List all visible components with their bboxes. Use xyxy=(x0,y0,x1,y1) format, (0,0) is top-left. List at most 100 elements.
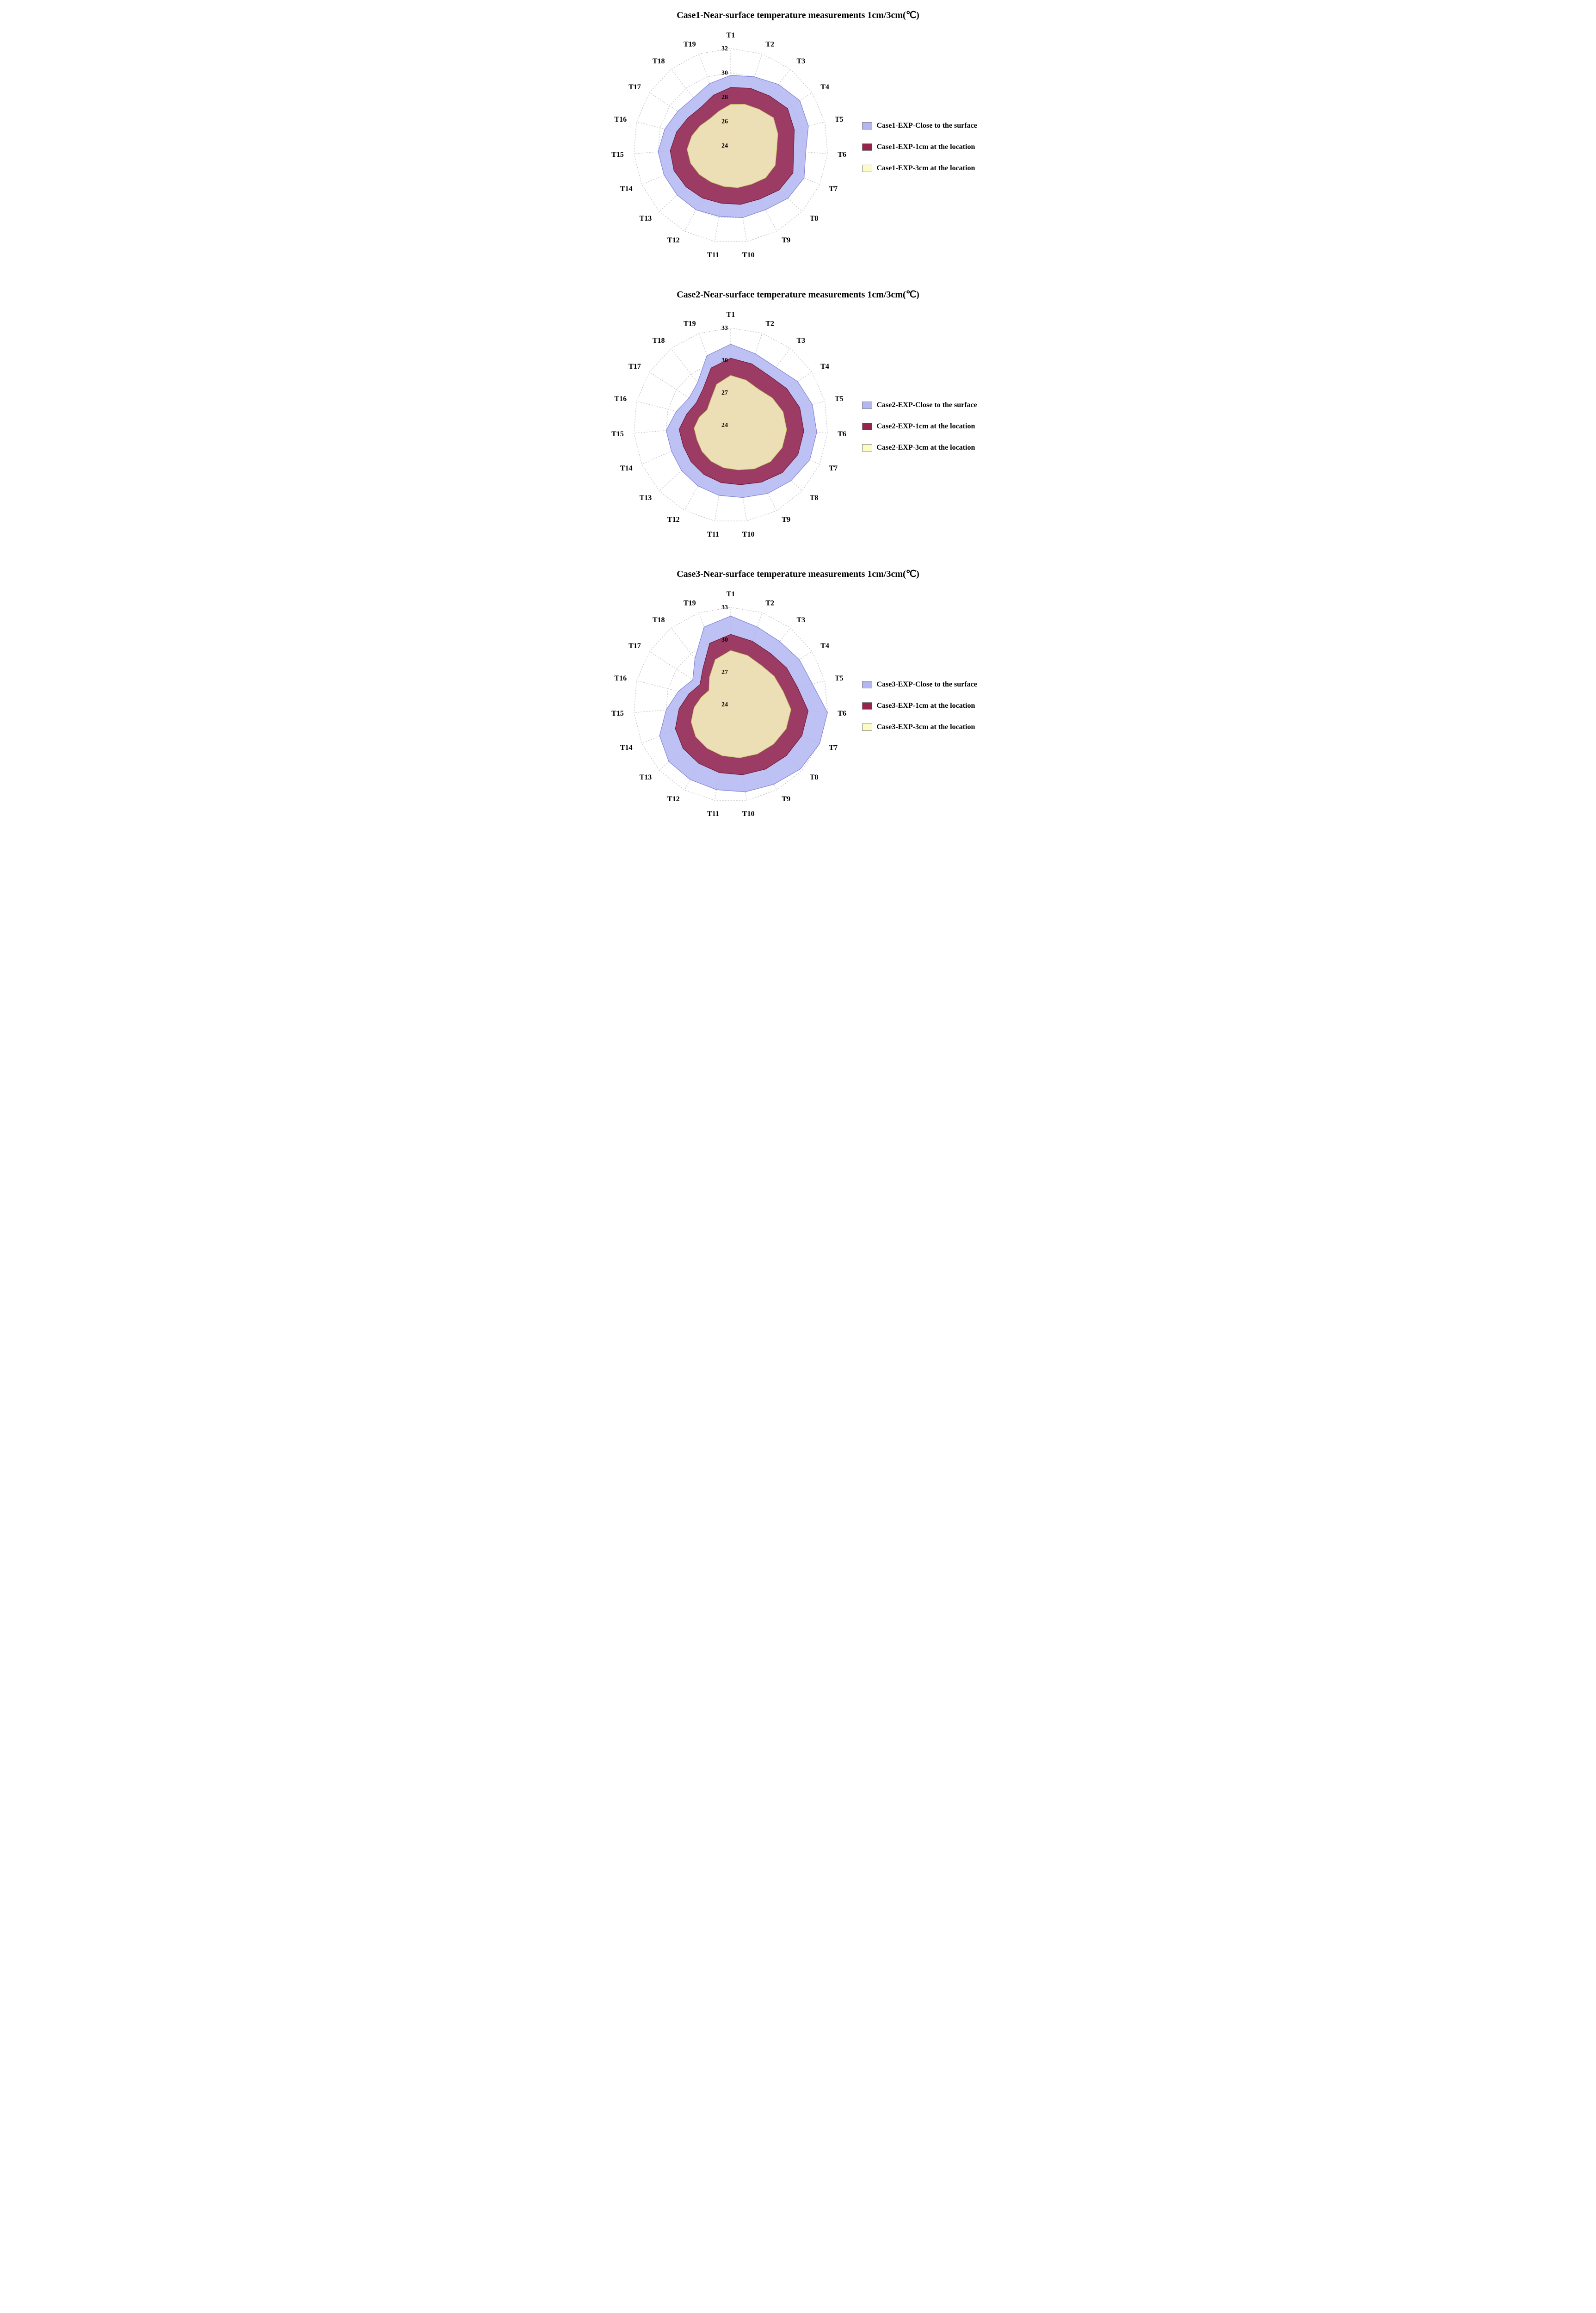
chart-block-case1: Case1-Near-surface temperature measureme… xyxy=(609,9,988,270)
legend: Case2-EXP-Close to the surface Case2-EXP-… xyxy=(862,395,977,458)
legend-label: Case2-EXP-3cm at the location xyxy=(877,444,975,452)
svg-text:T6: T6 xyxy=(838,710,846,717)
svg-text:T9: T9 xyxy=(782,795,790,803)
svg-text:24: 24 xyxy=(721,142,728,149)
svg-text:T15: T15 xyxy=(611,710,624,717)
svg-text:T15: T15 xyxy=(611,151,624,159)
chart-row: 24273033T1T2T3T4T5T6T7T8T9T10T11T12T13T1… xyxy=(609,303,988,550)
legend-item-close: Case3-EXP-Close to the surface xyxy=(862,680,977,689)
svg-text:T10: T10 xyxy=(742,251,754,259)
svg-text:T18: T18 xyxy=(652,337,665,345)
svg-text:T8: T8 xyxy=(809,773,818,781)
svg-text:T3: T3 xyxy=(796,337,805,345)
legend-swatch xyxy=(862,402,872,409)
legend-item-1cm: Case2-EXP-1cm at the location xyxy=(862,422,977,431)
svg-text:T4: T4 xyxy=(820,83,829,91)
svg-text:T7: T7 xyxy=(829,185,838,193)
legend-swatch xyxy=(862,165,872,172)
legend-swatch xyxy=(862,681,872,688)
svg-text:T16: T16 xyxy=(614,674,627,682)
svg-text:T10: T10 xyxy=(742,531,754,538)
svg-text:T1: T1 xyxy=(726,31,735,39)
radar-chart: 24 27 30 33 T1 T2 T3 T4 T5 T6 T7 T8 T9 T10 T11 T12 T13 T1… xyxy=(609,582,853,829)
svg-text:27: 27 xyxy=(721,669,728,676)
svg-text:T5: T5 xyxy=(834,395,843,403)
svg-text:T3: T3 xyxy=(796,616,805,624)
svg-text:T10: T10 xyxy=(742,810,754,818)
radar-chart: 2426283032T1T2T3T4T5T6T7T8T9T10T11T12T13… xyxy=(609,24,853,270)
legend-label: Case1-EXP-Close to the surface xyxy=(877,122,977,130)
legend-label: Case1-EXP-3cm at the location xyxy=(877,164,975,173)
svg-text:T16: T16 xyxy=(614,395,627,403)
svg-text:33: 33 xyxy=(721,604,728,611)
svg-text:T1: T1 xyxy=(726,311,735,319)
svg-text:T12: T12 xyxy=(667,236,679,244)
legend-item-1cm: Case3-EXP-1cm at the location xyxy=(862,702,977,710)
legend-item-close: Case1-EXP-Close to the surface xyxy=(862,122,977,130)
svg-text:24: 24 xyxy=(721,422,728,429)
svg-text:T13: T13 xyxy=(639,494,652,502)
svg-text:T5: T5 xyxy=(834,116,843,124)
svg-text:T17: T17 xyxy=(629,642,641,650)
svg-text:T6: T6 xyxy=(838,151,846,159)
svg-text:T16: T16 xyxy=(614,116,627,124)
svg-text:T2: T2 xyxy=(765,41,774,49)
svg-text:28: 28 xyxy=(721,94,728,101)
legend-item-3cm: Case2-EXP-3cm at the location xyxy=(862,444,977,452)
svg-text:T11: T11 xyxy=(707,810,719,818)
svg-text:T8: T8 xyxy=(809,494,818,502)
svg-text:T11: T11 xyxy=(707,531,719,538)
svg-text:T13: T13 xyxy=(639,215,652,223)
svg-text:T17: T17 xyxy=(629,83,641,91)
legend-swatch xyxy=(862,143,872,151)
svg-text:T7: T7 xyxy=(829,464,838,472)
svg-text:33: 33 xyxy=(721,325,728,332)
svg-text:T14: T14 xyxy=(620,464,632,472)
svg-text:T19: T19 xyxy=(683,320,696,328)
svg-text:T13: T13 xyxy=(639,773,652,781)
svg-text:30: 30 xyxy=(721,637,728,643)
svg-text:27: 27 xyxy=(721,390,728,396)
legend-label: Case1-EXP-1cm at the location xyxy=(877,143,975,151)
svg-text:T14: T14 xyxy=(620,185,632,193)
svg-text:T9: T9 xyxy=(782,236,790,244)
svg-text:T4: T4 xyxy=(820,363,829,371)
legend-swatch xyxy=(862,702,872,710)
legend-swatch xyxy=(862,724,872,731)
svg-text:T12: T12 xyxy=(667,516,679,524)
legend-swatch xyxy=(862,423,872,430)
legend: Case1-EXP-Close to the surface Case1-EXP-… xyxy=(862,115,977,179)
chart-block-case3: Case3-Near-surface temperature measureme… xyxy=(609,568,988,829)
svg-text:T5: T5 xyxy=(834,674,843,682)
svg-text:T1: T1 xyxy=(726,590,735,598)
svg-text:T19: T19 xyxy=(683,41,696,49)
svg-text:T4: T4 xyxy=(820,642,829,650)
svg-text:T18: T18 xyxy=(652,616,665,624)
svg-text:T12: T12 xyxy=(667,795,679,803)
svg-text:T17: T17 xyxy=(629,363,641,371)
svg-text:T7: T7 xyxy=(829,744,838,752)
svg-text:T14: T14 xyxy=(620,744,632,752)
legend-item-1cm: Case1-EXP-1cm at the location xyxy=(862,143,977,151)
legend-label: Case3-EXP-Close to the surface xyxy=(877,680,977,689)
svg-text:T11: T11 xyxy=(707,251,719,259)
chart-row: 2426283032T1T2T3T4T5T6T7T8T9T10T11T12T13… xyxy=(609,24,988,270)
legend-item-close: Case2-EXP-Close to the surface xyxy=(862,401,977,409)
svg-text:T2: T2 xyxy=(765,600,774,607)
chart-title: Case1-Near-surface temperature measureme… xyxy=(609,9,988,21)
legend-label: Case3-EXP-3cm at the location xyxy=(877,723,975,731)
chart-title: Case2-Near-surface temperature measureme… xyxy=(609,289,988,300)
svg-text:T6: T6 xyxy=(838,430,846,438)
svg-text:T18: T18 xyxy=(652,57,665,65)
svg-text:T19: T19 xyxy=(683,600,696,607)
svg-text:24: 24 xyxy=(721,701,728,708)
charts-container: Case1-Near-surface temperature measureme… xyxy=(9,9,1587,829)
svg-text:32: 32 xyxy=(721,45,728,52)
legend-label: Case2-EXP-Close to the surface xyxy=(877,401,977,409)
chart-block-case2: Case2-Near-surface temperature measureme… xyxy=(609,289,988,550)
svg-text:30: 30 xyxy=(721,70,728,77)
svg-text:30: 30 xyxy=(721,357,728,364)
legend: Case3-EXP-Close to the surface Case3-EXP-… xyxy=(862,674,977,738)
svg-text:T15: T15 xyxy=(611,430,624,438)
legend-label: Case3-EXP-1cm at the location xyxy=(877,702,975,710)
